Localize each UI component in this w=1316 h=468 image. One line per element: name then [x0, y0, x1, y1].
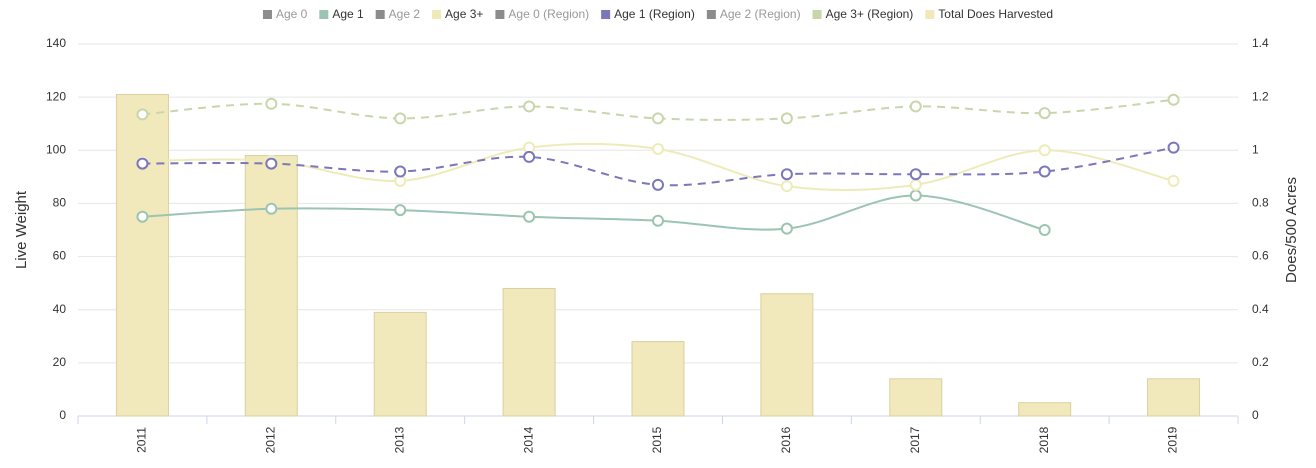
- legend-label: Age 1: [332, 7, 364, 21]
- bar: [1147, 378, 1201, 417]
- legend-swatch: [495, 10, 505, 19]
- point: [909, 178, 922, 191]
- bar: [115, 93, 169, 417]
- point: [394, 165, 407, 178]
- point: [909, 189, 922, 202]
- bar: [373, 311, 427, 417]
- legend-label: Total Does Harvested: [938, 7, 1053, 21]
- point: [136, 157, 149, 170]
- y-tick-label: 80: [53, 196, 67, 210]
- bar: [631, 341, 685, 417]
- legend-label: Age 1 (Region): [614, 7, 695, 21]
- legend: Age 0 Age 1 Age 2 Age 3+ Age 0 (Region) Age 1…: [262, 7, 1053, 21]
- point: [265, 157, 278, 170]
- y-tick-label: 60: [53, 249, 67, 263]
- point: [1167, 141, 1180, 154]
- x-tick-label: 2015: [650, 426, 664, 453]
- y2-axis-title: Does/500 Acres: [1283, 177, 1300, 283]
- legend-swatch: [706, 10, 716, 19]
- point: [136, 210, 149, 223]
- point: [523, 100, 536, 113]
- bar: [1018, 402, 1072, 417]
- x-tick-label: 2014: [521, 426, 535, 453]
- point: [1167, 174, 1180, 187]
- y2-tick-label: 1.2: [1252, 89, 1269, 103]
- legend-label: Age 2 (Region): [720, 7, 801, 21]
- point: [909, 100, 922, 113]
- y-tick-label: 20: [53, 355, 67, 369]
- legend-label: Age 2: [389, 7, 421, 21]
- legend-label: Age 3+: [445, 7, 483, 21]
- bar: [889, 378, 943, 417]
- point: [1038, 144, 1051, 157]
- point: [394, 204, 407, 217]
- y2-tick-label: 0.2: [1252, 355, 1269, 369]
- bar: [502, 287, 556, 417]
- y-tick-label: 100: [46, 142, 66, 156]
- point: [909, 168, 922, 181]
- legend-label: Age 0: [276, 7, 308, 21]
- point: [780, 168, 793, 181]
- x-tick-label: 2016: [779, 426, 793, 453]
- x-tick-label: 2011: [135, 427, 149, 453]
- x-tick-label: 2017: [908, 426, 922, 453]
- x-tick-label: 2018: [1037, 426, 1051, 453]
- series-line: [142, 194, 1045, 231]
- legend-label: Age 3+ (Region): [826, 7, 914, 21]
- point: [652, 142, 664, 155]
- x-tick-label: 2019: [1166, 426, 1180, 453]
- y2-tick-label: 1.4: [1252, 36, 1269, 50]
- y2-tick-label: 1: [1252, 142, 1259, 156]
- y-tick-label: 0: [59, 408, 66, 422]
- legend-swatch: [262, 10, 272, 19]
- legend-swatch: [375, 10, 385, 19]
- legend-swatch: [319, 10, 329, 19]
- point: [780, 222, 793, 235]
- point: [652, 112, 664, 125]
- legend-label: Age 0 (Region): [508, 7, 589, 21]
- y-tick-label: 40: [53, 302, 67, 316]
- legend-swatch: [432, 10, 442, 19]
- point: [136, 108, 149, 121]
- point: [1167, 93, 1180, 106]
- point: [523, 210, 536, 223]
- point: [265, 97, 278, 110]
- point: [1038, 224, 1051, 236]
- point: [1038, 107, 1051, 120]
- point: [1038, 165, 1051, 178]
- y-tick-label: 120: [46, 89, 66, 103]
- y-axis-title: Live Weight: [13, 190, 30, 269]
- point: [652, 178, 664, 191]
- y2-tick-label: 0.4: [1252, 302, 1269, 316]
- point: [780, 112, 793, 125]
- x-tick-label: 2012: [264, 426, 278, 453]
- y2-tick-label: 0.6: [1252, 249, 1269, 263]
- bar: [760, 293, 814, 417]
- x-tick-label: 2013: [392, 426, 406, 453]
- y2-tick-label: 0.8: [1252, 196, 1269, 210]
- point: [265, 202, 278, 215]
- legend-swatch: [925, 10, 935, 19]
- bar: [244, 155, 298, 417]
- point: [780, 180, 793, 193]
- point: [523, 150, 536, 163]
- point: [652, 214, 664, 227]
- legend-swatch: [601, 10, 611, 19]
- y2-tick-label: 0: [1252, 408, 1259, 422]
- legend-swatch: [812, 10, 822, 19]
- y-tick-label: 140: [46, 36, 66, 50]
- point: [394, 112, 407, 125]
